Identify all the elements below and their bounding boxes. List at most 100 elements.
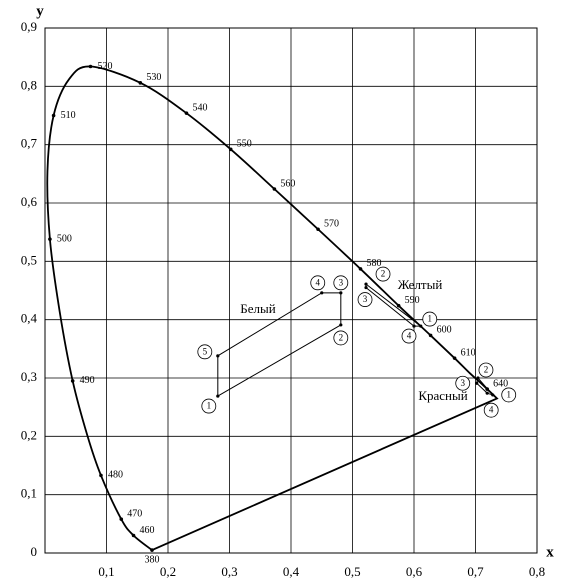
point — [412, 324, 416, 328]
point — [452, 356, 457, 360]
point — [419, 324, 423, 328]
wavelength-label: 380 — [145, 554, 160, 565]
point-label-circle — [375, 266, 391, 282]
point-label-circle — [310, 275, 326, 291]
plot-frame — [44, 27, 538, 554]
point — [272, 187, 277, 191]
series-line — [217, 292, 342, 397]
point-label: 4 — [489, 405, 494, 415]
point-label-circle — [357, 292, 373, 307]
y-tick-label: 0,3 — [21, 369, 37, 384]
point — [396, 303, 401, 308]
wavelength-label: 560 — [280, 178, 295, 189]
point — [476, 376, 480, 380]
wavelength-label: 510 — [61, 110, 76, 121]
y-tick-label: 0,9 — [21, 19, 37, 34]
y-tick-label: 0,5 — [21, 252, 37, 267]
point — [48, 237, 52, 241]
point-label-circle — [455, 375, 471, 391]
series-name: Белый — [240, 301, 275, 316]
wavelength-label: 550 — [237, 139, 252, 150]
point — [485, 391, 489, 395]
point — [320, 291, 324, 295]
wavelength-label: 500 — [57, 233, 72, 244]
point — [216, 394, 220, 398]
series-name: Желтый — [398, 277, 443, 292]
y-axis-label: y — [36, 3, 44, 19]
x-tick-label: 0,4 — [283, 564, 300, 579]
point-label: 1 — [428, 314, 433, 324]
wavelength-label: 590 — [405, 295, 420, 306]
point — [216, 354, 220, 358]
point-label: 5 — [203, 346, 208, 356]
wavelength-label: 490 — [80, 375, 95, 386]
x-tick-label: 0,8 — [529, 564, 545, 579]
point-label: 2 — [381, 269, 386, 279]
y-tick-label: 0,8 — [21, 77, 37, 92]
point — [475, 381, 479, 385]
point — [339, 291, 343, 295]
point-label-circle — [401, 328, 417, 344]
y-tick-label: 0 — [31, 544, 38, 559]
point-label: 4 — [407, 331, 412, 341]
y-tick-label: 0,1 — [21, 486, 37, 501]
point-label-circle — [483, 402, 499, 418]
point — [364, 285, 368, 290]
x-tick-label: 0,7 — [467, 564, 484, 579]
y-tick-label: 0,4 — [21, 311, 38, 326]
wavelength-label: 640 — [493, 378, 508, 389]
point — [131, 533, 136, 538]
point-label-circle — [501, 387, 517, 403]
point-label: 4 — [316, 277, 321, 287]
point — [119, 517, 124, 521]
point — [88, 64, 93, 69]
wavelength-label: 610 — [461, 347, 476, 358]
point-label-circle — [333, 330, 349, 346]
point-label-circle — [478, 362, 494, 378]
point — [316, 227, 320, 232]
point — [184, 111, 189, 115]
wavelength-label: 470 — [127, 508, 142, 519]
wavelength-label: 520 — [98, 61, 113, 72]
point-label: 2 — [484, 365, 489, 375]
point-label: 2 — [339, 332, 344, 342]
x-tick-label: 0,1 — [98, 564, 114, 579]
wavelength-label: 530 — [146, 72, 161, 83]
series-name: Красный — [418, 388, 467, 403]
x-tick-label: 0,3 — [221, 564, 237, 579]
x-tick-label: 0,6 — [406, 564, 423, 579]
wavelength-label: 600 — [437, 325, 452, 336]
x-tick-label: 0,5 — [344, 564, 360, 579]
wavelength-label: 540 — [192, 102, 207, 113]
point — [150, 548, 154, 552]
point — [138, 81, 143, 85]
point-label-circle — [422, 311, 438, 327]
wavelength-label: 480 — [108, 470, 123, 481]
wavelength-label: 580 — [366, 258, 381, 269]
y-tick-label: 0,6 — [21, 194, 38, 209]
point-label: 3 — [363, 294, 368, 304]
y-tick-label: 0,7 — [21, 136, 38, 151]
x-tick-label: 0,2 — [160, 564, 176, 579]
point — [228, 147, 233, 152]
y-tick-label: 0,2 — [21, 427, 37, 442]
point — [491, 393, 495, 397]
point-label-circle — [333, 275, 349, 291]
point — [70, 379, 75, 383]
point — [358, 267, 363, 271]
point — [339, 323, 343, 327]
point-label-circle — [201, 398, 217, 414]
point — [51, 113, 56, 118]
point — [99, 473, 103, 478]
point-label: 1 — [506, 389, 511, 399]
point-label: 3 — [460, 378, 465, 388]
point — [364, 282, 368, 286]
x-axis-label: x — [546, 544, 554, 560]
point-label-circle — [197, 344, 213, 360]
point — [428, 333, 433, 338]
wavelength-label: 570 — [324, 219, 339, 230]
point-label: 3 — [339, 277, 344, 287]
point-label: 1 — [207, 401, 212, 411]
